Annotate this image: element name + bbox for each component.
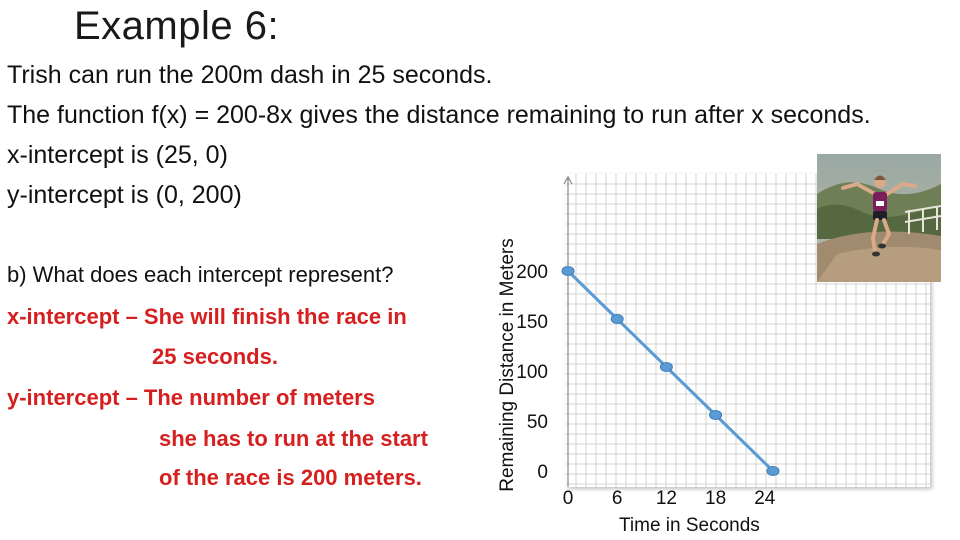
answer-line: she has to run at the start (159, 426, 428, 451)
x-tick-label: 18 (705, 488, 726, 509)
x-intercept-statement: x-intercept is (25, 0) (7, 141, 228, 169)
slide-title: Example 6: (74, 4, 280, 48)
y-tick-label: 100 (516, 362, 548, 383)
y-tick-label: 50 (527, 412, 548, 433)
y-intercept-statement: y-intercept is (0, 200) (7, 181, 242, 209)
x-axis-label: Time in Seconds (619, 515, 760, 536)
data-point (659, 362, 673, 372)
grid-lines (566, 174, 930, 487)
question-text: b) What does each intercept represent? (7, 262, 394, 287)
answer-line: y-intercept – The number of meters (7, 385, 375, 410)
x-tick-label: 24 (754, 488, 776, 509)
answer-line: 25 seconds. (152, 344, 278, 369)
data-point (610, 314, 624, 324)
tick-labels: 0 50 100 150 200 0 6 12 18 24 (516, 262, 775, 509)
y-tick-label: 0 (537, 462, 548, 483)
x-tick-label: 6 (612, 488, 623, 509)
answer-line: x-intercept – She will finish the race i… (7, 304, 407, 329)
data-point (561, 266, 575, 276)
y-axis-label: Remaining Distance in Meters (497, 238, 518, 492)
answer-line: of the race is 200 meters. (159, 465, 422, 490)
data-point (709, 410, 723, 420)
y-tick-label: 200 (516, 262, 548, 283)
function-statement: The function f(x) = 200-8x gives the dis… (7, 101, 871, 129)
x-tick-label: 12 (656, 488, 677, 509)
y-axis-arrow (563, 175, 573, 185)
runner-photo (817, 154, 941, 282)
problem-statement: Trish can run the 200m dash in 25 second… (7, 61, 493, 89)
axes (563, 175, 573, 487)
y-tick-label: 150 (516, 312, 548, 333)
data-series (561, 266, 780, 476)
x-tick-label: 0 (563, 488, 574, 509)
data-point (766, 466, 780, 476)
